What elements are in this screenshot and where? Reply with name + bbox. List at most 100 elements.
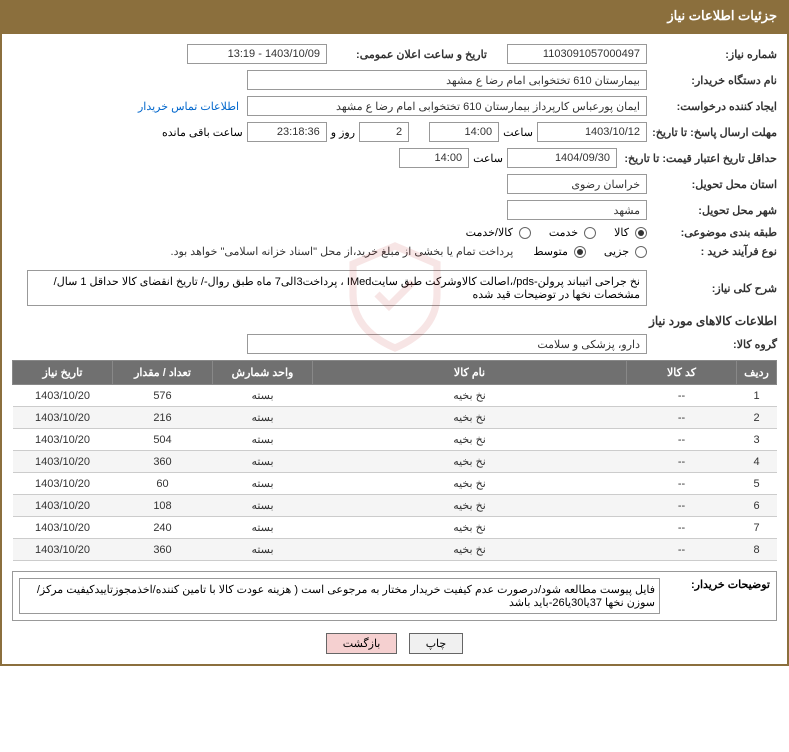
table-row: 3--نخ بخیهبسته5041403/10/20 [13, 429, 777, 451]
table-header-row: ردیف کد کالا نام کالا واحد شمارش تعداد /… [13, 361, 777, 385]
th-date: تاریخ نیاز [13, 361, 113, 385]
group-label: گروه کالا: [647, 338, 777, 351]
announce-label: تاریخ و ساعت اعلان عمومی: [327, 48, 487, 61]
radio-goods[interactable] [635, 227, 647, 239]
deadline-time: 14:00 [429, 122, 499, 142]
table-row: 7--نخ بخیهبسته2401403/10/20 [13, 517, 777, 539]
items-section-title: اطلاعات کالاهای مورد نیاز [12, 314, 777, 328]
table-cell: 108 [113, 495, 213, 517]
table-cell: 360 [113, 451, 213, 473]
table-cell: بسته [213, 473, 313, 495]
table-cell: 6 [737, 495, 777, 517]
table-row: 5--نخ بخیهبسته601403/10/20 [13, 473, 777, 495]
countdown: 23:18:36 [247, 122, 327, 142]
table-cell: 1403/10/20 [13, 495, 113, 517]
validity-time: 14:00 [399, 148, 469, 168]
back-button[interactable]: بازگشت [326, 633, 398, 654]
city-field: مشهد [507, 200, 647, 220]
table-cell: 1403/10/20 [13, 451, 113, 473]
table-cell: نخ بخیه [313, 385, 627, 407]
announce-field: 1403/10/09 - 13:19 [187, 44, 327, 64]
table-cell: 1403/10/20 [13, 539, 113, 561]
days-field: 2 [359, 122, 409, 142]
table-cell: 3 [737, 429, 777, 451]
cat-both-label: کالا/خدمت [466, 226, 513, 239]
table-cell: 576 [113, 385, 213, 407]
buyer-org-label: نام دستگاه خریدار: [647, 74, 777, 87]
table-cell: 8 [737, 539, 777, 561]
table-cell: نخ بخیه [313, 473, 627, 495]
radio-medium[interactable] [574, 246, 586, 258]
th-row: ردیف [737, 361, 777, 385]
table-cell: بسته [213, 495, 313, 517]
deadline-label: مهلت ارسال پاسخ: تا تاریخ: [647, 126, 777, 139]
table-cell: نخ بخیه [313, 539, 627, 561]
table-cell: بسته [213, 451, 313, 473]
table-cell: 1403/10/20 [13, 473, 113, 495]
category-label: طبقه بندی موضوعی: [647, 226, 777, 239]
table-cell: -- [627, 473, 737, 495]
process-label: نوع فرآیند خرید : [647, 245, 777, 258]
table-cell: 1403/10/20 [13, 385, 113, 407]
table-cell: -- [627, 517, 737, 539]
payment-note: پرداخت تمام یا بخشی از مبلغ خرید،از محل … [171, 245, 514, 258]
table-cell: 1403/10/20 [13, 429, 113, 451]
table-cell: نخ بخیه [313, 495, 627, 517]
table-cell: 1 [737, 385, 777, 407]
province-field: خراسان رضوی [507, 174, 647, 194]
need-no-label: شماره نیاز: [647, 48, 777, 61]
validity-label: حداقل تاریخ اعتبار قیمت: تا تاریخ: [617, 152, 777, 165]
table-row: 4--نخ بخیهبسته3601403/10/20 [13, 451, 777, 473]
table-cell: 1403/10/20 [13, 517, 113, 539]
radio-both[interactable] [519, 227, 531, 239]
desc-field: نخ جراحی اتیباند پرولن-pds/،اصالت کالاوش… [27, 270, 647, 306]
items-table: ردیف کد کالا نام کالا واحد شمارش تعداد /… [12, 360, 777, 561]
table-cell: نخ بخیه [313, 407, 627, 429]
table-cell: 216 [113, 407, 213, 429]
th-unit: واحد شمارش [213, 361, 313, 385]
table-cell: 1403/10/20 [13, 407, 113, 429]
process-radios: جزیی متوسط [521, 245, 647, 258]
page-title: جزئیات اطلاعات نیاز [667, 8, 777, 23]
table-cell: 5 [737, 473, 777, 495]
table-cell: نخ بخیه [313, 517, 627, 539]
province-label: استان محل تحویل: [647, 178, 777, 191]
category-radios: کالا خدمت کالا/خدمت [454, 226, 647, 239]
radio-small[interactable] [635, 246, 647, 258]
table-cell: 360 [113, 539, 213, 561]
table-cell: -- [627, 495, 737, 517]
button-bar: چاپ بازگشت [12, 633, 777, 654]
city-label: شهر محل تحویل: [647, 204, 777, 217]
cat-service-label: خدمت [549, 226, 578, 239]
table-cell: نخ بخیه [313, 429, 627, 451]
table-cell: 60 [113, 473, 213, 495]
table-cell: نخ بخیه [313, 451, 627, 473]
requester-field: ایمان پورعباس کارپرداز بیمارستان 610 تخت… [247, 96, 647, 116]
table-cell: 2 [737, 407, 777, 429]
table-cell: 504 [113, 429, 213, 451]
table-cell: 4 [737, 451, 777, 473]
buyer-notes-text: فایل پیوست مطالعه شود/درصورت عدم کیفیت خ… [19, 578, 660, 614]
th-name: نام کالا [313, 361, 627, 385]
table-cell: بسته [213, 517, 313, 539]
buyer-notes-label: توضیحات خریدار: [660, 578, 770, 614]
table-cell: -- [627, 385, 737, 407]
time-label-2: ساعت [473, 152, 503, 165]
buyer-org-field: بیمارستان 610 تختخوابی امام رضا ع مشهد [247, 70, 647, 90]
table-row: 2--نخ بخیهبسته2161403/10/20 [13, 407, 777, 429]
validity-date: 1404/09/30 [507, 148, 617, 168]
proc-small-label: جزیی [604, 245, 629, 258]
table-row: 6--نخ بخیهبسته1081403/10/20 [13, 495, 777, 517]
table-cell: بسته [213, 429, 313, 451]
remain-label: ساعت باقی مانده [162, 126, 243, 139]
table-cell: بسته [213, 539, 313, 561]
radio-service[interactable] [584, 227, 596, 239]
table-cell: 7 [737, 517, 777, 539]
table-cell: -- [627, 407, 737, 429]
time-label-1: ساعت [503, 126, 533, 139]
table-row: 8--نخ بخیهبسته3601403/10/20 [13, 539, 777, 561]
table-cell: 240 [113, 517, 213, 539]
contact-link[interactable]: اطلاعات تماس خریدار [138, 100, 239, 113]
print-button[interactable]: چاپ [409, 633, 464, 654]
th-qty: تعداد / مقدار [113, 361, 213, 385]
